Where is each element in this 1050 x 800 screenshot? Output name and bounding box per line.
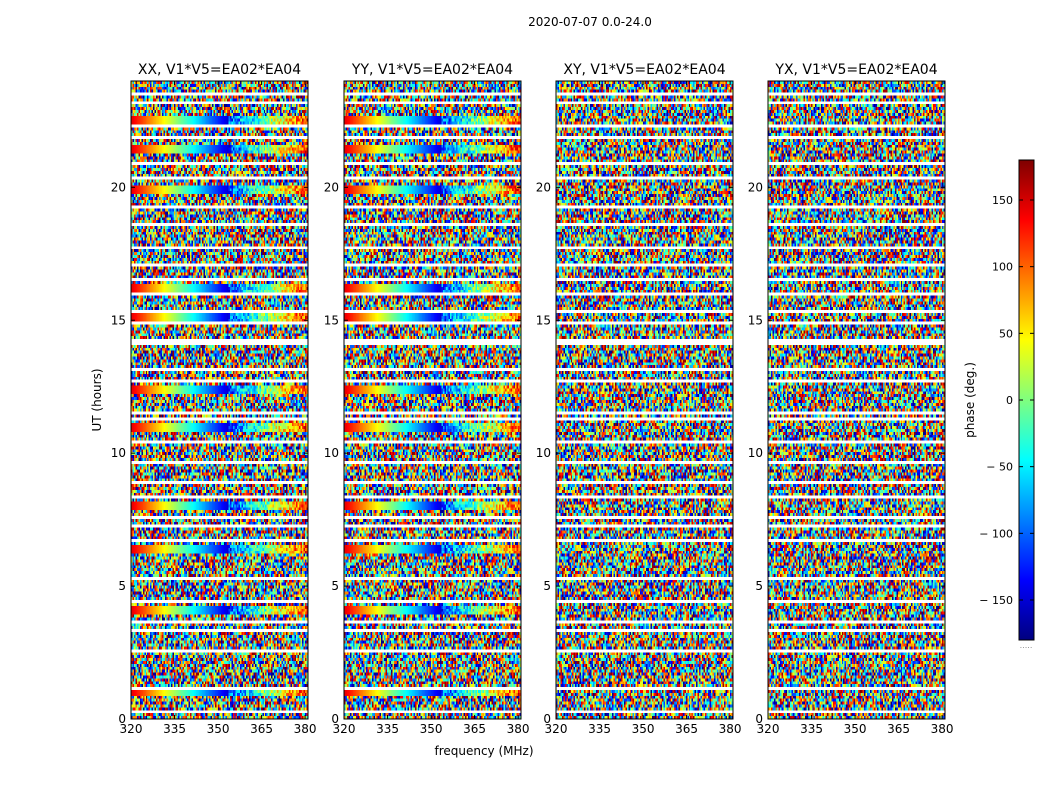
panel-0-ytick-label: 10: [111, 446, 126, 460]
panel-3-ytick-label: 15: [748, 313, 763, 327]
panel-3: YX, V1*V5=EA02*EA04 320 335 350 365 380 0 5 10 15…: [748, 62, 954, 736]
colorbar-tick-label: 0: [1006, 394, 1013, 407]
panel-1-xtick-label: 320: [333, 722, 356, 736]
panel-2-ytick-label: 0: [543, 712, 551, 726]
colorbar-tick-label: 100: [992, 261, 1013, 274]
panel-2-xtick-label: 320: [545, 722, 568, 736]
panel-3-ytick-label: 5: [755, 579, 763, 593]
panel-1-ytick-label: 5: [331, 579, 339, 593]
panel-0: XX, V1*V5=EA02*EA04 320 335 350 365 380 0 5 10 15…: [111, 62, 317, 736]
panel-2-ytick-label: 10: [536, 446, 551, 460]
colorbar-tick-label: 50: [999, 327, 1013, 340]
panel-0-xtick-label: 350: [207, 722, 230, 736]
panel-0-title: XX, V1*V5=EA02*EA04: [138, 62, 301, 78]
panel-1-xtick-label: 335: [376, 722, 399, 736]
panel-2-xtick-label: 335: [588, 722, 611, 736]
panel-0-ytick-label: 15: [111, 313, 126, 327]
panel-0-ytick-label: 5: [118, 579, 126, 593]
panel-1-frame: [343, 80, 522, 720]
panel-0-frame: [130, 80, 309, 720]
panel-2-heatmap: [556, 81, 733, 719]
panel-3-frame: [767, 80, 946, 720]
panel-0-ytick-label: 0: [118, 712, 126, 726]
panel-1-ytick-label: 20: [324, 180, 339, 194]
panel-3-title: YX, V1*V5=EA02*EA04: [774, 62, 937, 78]
panel-2-xtick-label: 365: [675, 722, 698, 736]
colorbar[interactable]: phase (deg.) ..... 150 100 50 0 − 50 − 100 − 1…: [963, 159, 1035, 650]
panel-3-xtick-label: 350: [844, 722, 867, 736]
panel-0-heatmap: [131, 81, 308, 719]
panel-2-ytick-label: 20: [536, 180, 551, 194]
panel-0-ytick-label: 20: [111, 180, 126, 194]
panel-3-ytick-label: 20: [748, 180, 763, 194]
panel-3-xtick-label: 365: [887, 722, 910, 736]
colorbar-tick-label: 150: [992, 194, 1013, 207]
x-axis-label: frequency (MHz): [434, 744, 533, 758]
panel-1-ytick-label: 0: [331, 712, 339, 726]
panel-3-ytick-label: 10: [748, 446, 763, 460]
panel-1-title: YY, V1*V5=EA02*EA04: [351, 62, 513, 78]
colorbar-tick-label: − 100: [979, 527, 1013, 540]
panel-2-ytick-label: 15: [536, 313, 551, 327]
panel-3-xtick-label: 335: [800, 722, 823, 736]
panel-3-xtick-label: 380: [931, 722, 954, 736]
panel-1-xtick-label: 365: [463, 722, 486, 736]
panel-2: XY, V1*V5=EA02*EA04 320 335 350 365 380 0 5 10 15…: [536, 62, 742, 736]
panel-0-xtick-label: 365: [250, 722, 273, 736]
panel-1: YY, V1*V5=EA02*EA04 320 335 350 365 380 0 5 10 15…: [324, 62, 530, 736]
panels-group: XX, V1*V5=EA02*EA04 320 335 350 365 380 0 5 10 15…: [111, 62, 954, 736]
colorbar-footer: .....: [1020, 641, 1033, 650]
panel-2-title: XY, V1*V5=EA02*EA04: [563, 62, 725, 78]
panel-3-xtick-label: 320: [757, 722, 780, 736]
panel-2-frame: [555, 80, 734, 720]
panel-1-xtick-label: 350: [420, 722, 443, 736]
panel-0-xtick-label: 380: [294, 722, 317, 736]
panel-2-xtick-label: 380: [719, 722, 742, 736]
panel-1-xtick-label: 380: [507, 722, 530, 736]
y-axis-label: UT (hours): [90, 368, 104, 431]
colorbar-tick-label: − 50: [986, 461, 1013, 474]
colorbar-label: phase (deg.): [963, 362, 977, 438]
panel-3-ytick-label: 0: [755, 712, 763, 726]
figure-suptitle: 2020-07-07 0.0-24.0: [528, 15, 652, 29]
panel-1-heatmap: [344, 81, 521, 719]
panel-2-ytick-label: 5: [543, 579, 551, 593]
panel-0-xtick-label: 335: [163, 722, 186, 736]
panel-3-heatmap: [768, 81, 945, 719]
panel-1-ytick-label: 10: [324, 446, 339, 460]
colorbar-tick-label: − 150: [979, 594, 1013, 607]
panel-0-xtick-label: 320: [120, 722, 143, 736]
panel-2-xtick-label: 350: [632, 722, 655, 736]
panel-1-ytick-label: 15: [324, 313, 339, 327]
